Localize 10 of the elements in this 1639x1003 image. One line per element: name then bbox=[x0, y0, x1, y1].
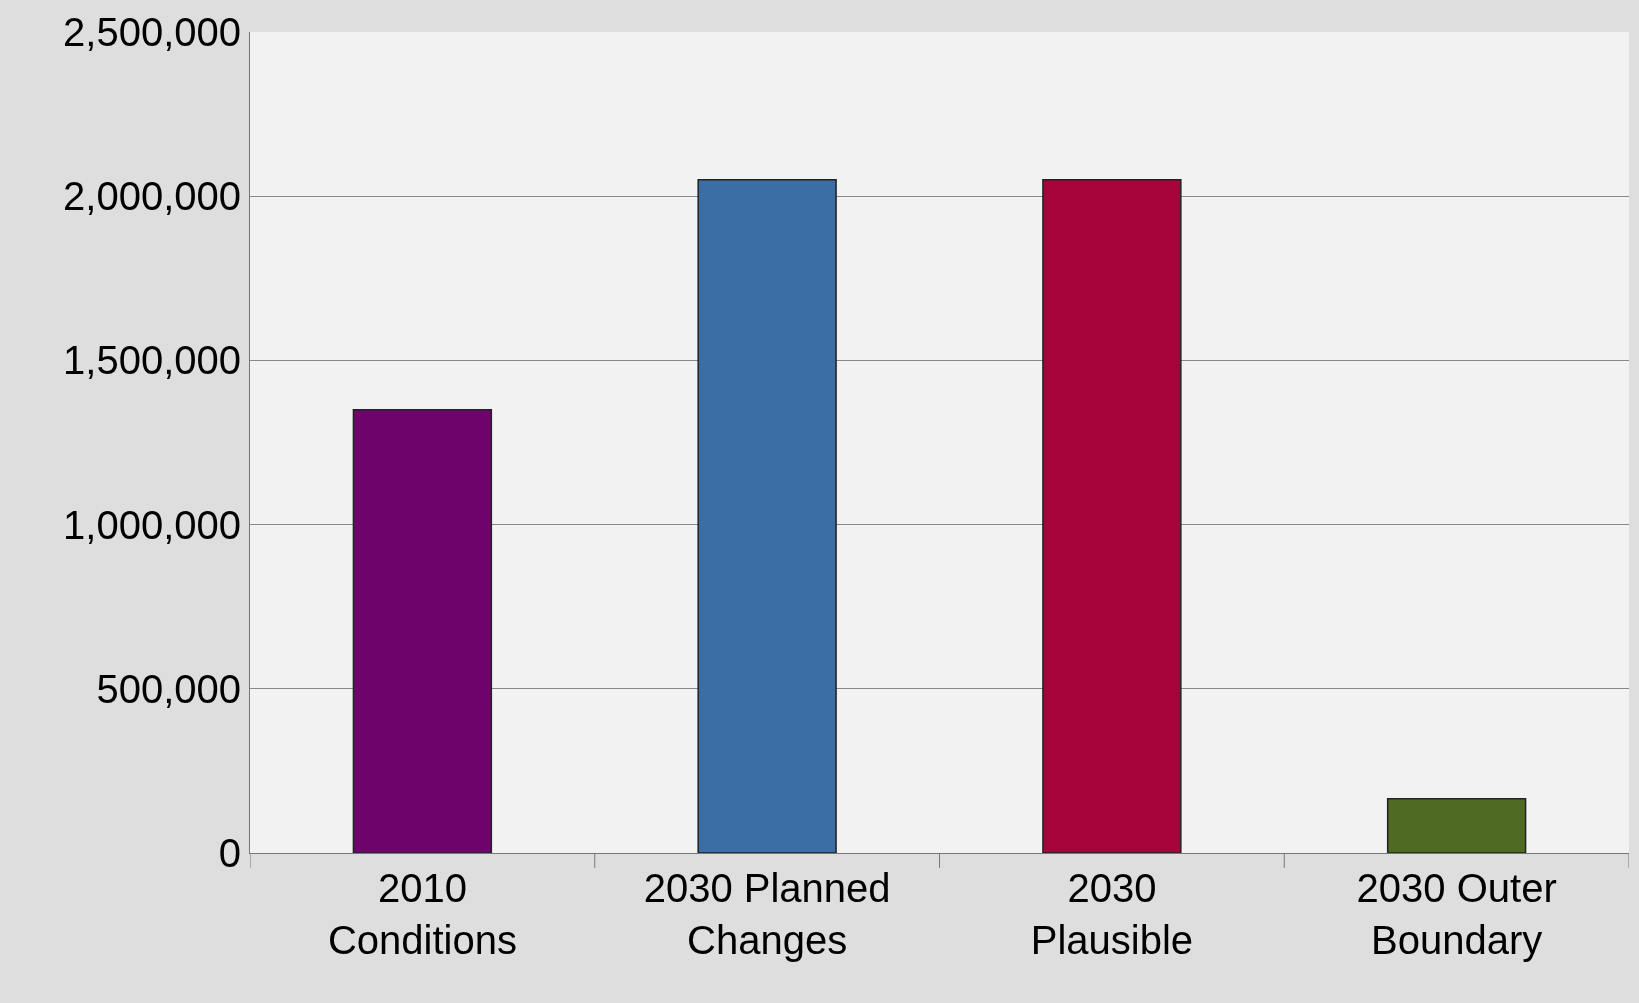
x-tick-label: 2010 Conditions bbox=[327, 866, 517, 962]
y-tick-label: 2,500,000 bbox=[63, 10, 241, 54]
y-tick-label: 2,000,000 bbox=[63, 174, 241, 219]
y-tick-label: 500,000 bbox=[96, 666, 241, 711]
y-tick-label: 0 bbox=[218, 831, 241, 875]
x-tick-label: 2030 Outer Boundary bbox=[1356, 866, 1557, 962]
y-tick-label: 1,500,000 bbox=[63, 338, 241, 383]
x-tick-label: 2030 Planned Changes bbox=[643, 866, 891, 962]
x-tick-label: 2030 Plausible bbox=[1030, 866, 1194, 962]
y-tick-label: 1,000,000 bbox=[63, 502, 241, 547]
